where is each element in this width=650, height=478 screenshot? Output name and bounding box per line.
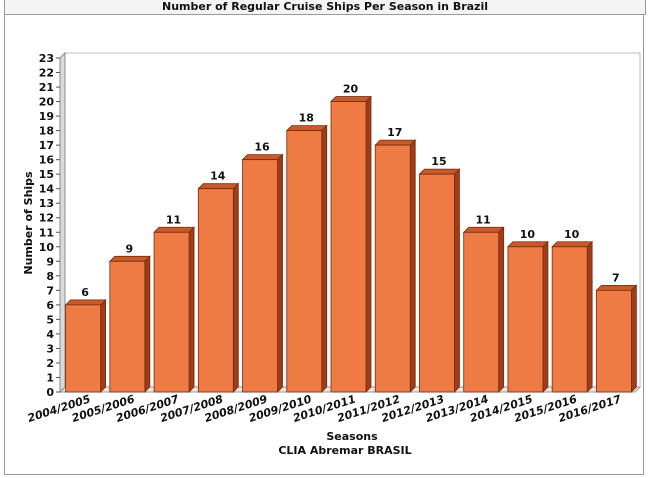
- y-tick-label: 23: [39, 52, 54, 65]
- bar-front: [242, 159, 278, 393]
- bar-front: [109, 260, 146, 393]
- bar-front: [153, 231, 190, 393]
- y-tick-label: 12: [39, 212, 54, 225]
- bar-2006/2007: [153, 226, 196, 393]
- bar-side: [365, 95, 372, 393]
- bar-top: [595, 284, 638, 291]
- chart-title: Number of Regular Cruise Ships Per Seaso…: [4, 0, 646, 15]
- bar-value-label: 11: [476, 213, 491, 226]
- bar-2005/2006: [108, 255, 151, 393]
- bar-value-label: 6: [81, 286, 89, 299]
- bar-front: [286, 130, 323, 393]
- bar-side: [454, 168, 460, 393]
- bar-side: [321, 124, 328, 393]
- bar-2004/2005: [64, 298, 107, 393]
- bar-side: [277, 153, 283, 393]
- bar-side: [586, 240, 593, 393]
- bar-2010/2011: [330, 95, 372, 393]
- x-axis-label: Seasons: [326, 430, 378, 443]
- y-tick-label: 7: [46, 284, 54, 297]
- y-tick-label: 9: [46, 255, 54, 268]
- y-tick-label: 16: [39, 154, 55, 167]
- y-tick-label: 8: [46, 270, 54, 283]
- bar-side: [409, 139, 416, 393]
- bar-front: [197, 188, 234, 393]
- bar-value-label: 18: [299, 112, 314, 125]
- bar-top: [241, 154, 284, 161]
- bar-value-label: 9: [126, 242, 134, 255]
- bar-2007/2008: [197, 182, 240, 393]
- bar-front: [595, 289, 632, 393]
- bar-value-label: 10: [520, 228, 536, 241]
- y-tick-label: 18: [39, 125, 54, 138]
- y-tick-label: 17: [39, 139, 54, 152]
- bar-front: [507, 246, 544, 393]
- bar-2014/2015: [506, 240, 549, 393]
- bar-front: [463, 231, 500, 393]
- bar-value-label: 10: [564, 228, 580, 241]
- y-tick-label: 22: [39, 67, 54, 80]
- bar-top: [108, 255, 151, 262]
- bar-top: [64, 299, 107, 306]
- y-tick-label: 6: [46, 299, 54, 312]
- bars-layer: [64, 95, 638, 393]
- bar-value-label: 14: [210, 170, 226, 183]
- bar-side: [188, 226, 195, 393]
- bar-side: [498, 226, 505, 393]
- chart-frame: [4, 15, 644, 475]
- y-tick-label: 5: [46, 313, 54, 326]
- bar-side: [542, 240, 549, 393]
- bar-top: [462, 226, 505, 233]
- bar-2016/2017: [595, 284, 638, 393]
- y-tick-label: 14: [39, 183, 55, 196]
- y-tick-label: 3: [46, 342, 54, 355]
- bar-front: [65, 304, 102, 393]
- y-tick-label: 2: [46, 357, 54, 370]
- bar-2008/2009: [241, 153, 284, 393]
- y-tick-label: 4: [46, 328, 54, 341]
- bar-top: [374, 139, 417, 146]
- y-tick-label: 13: [39, 197, 54, 210]
- bar-value-label: 11: [166, 213, 181, 226]
- bar-value-label: 16: [254, 141, 270, 154]
- bar-value-label: 20: [343, 83, 359, 96]
- y-axis-label: Number of Ships: [22, 171, 35, 275]
- bar-top: [197, 183, 240, 190]
- bar-top: [506, 241, 549, 248]
- y-tick-label: 1: [46, 371, 54, 384]
- y-tick-label: 15: [39, 168, 54, 181]
- source-label: CLIA Abremar BRASIL: [278, 444, 411, 457]
- bar-front: [374, 144, 411, 393]
- bar-2013/2014: [462, 226, 505, 393]
- y-tick-label: 20: [39, 96, 55, 109]
- bar-front: [330, 101, 367, 393]
- bar-2011/2012: [374, 139, 417, 393]
- bar-2012/2013: [418, 168, 461, 393]
- bar-2009/2010: [285, 124, 328, 393]
- bar-side: [100, 298, 107, 393]
- bar-side: [232, 182, 239, 393]
- bar-2015/2016: [551, 240, 594, 393]
- bar-front: [419, 173, 455, 393]
- bar-side: [630, 284, 637, 393]
- bar-side: [144, 255, 151, 393]
- bar-top: [153, 226, 196, 233]
- bar-value-label: 17: [387, 126, 402, 139]
- bar-value-label: 15: [431, 155, 446, 168]
- y-tick-label: 10: [39, 241, 55, 254]
- y-tick-label: 19: [39, 110, 54, 123]
- y-tick-label: 21: [39, 81, 54, 94]
- bar-top: [330, 96, 372, 102]
- y-tick-label: 0: [46, 386, 54, 399]
- plot-side-wall: [59, 51, 66, 394]
- y-tick-label: 11: [39, 226, 54, 239]
- bar-value-label: 7: [612, 271, 620, 284]
- bar-top: [551, 241, 594, 248]
- bar-top: [285, 125, 328, 132]
- bar-top: [418, 168, 461, 175]
- bar-front: [551, 246, 588, 393]
